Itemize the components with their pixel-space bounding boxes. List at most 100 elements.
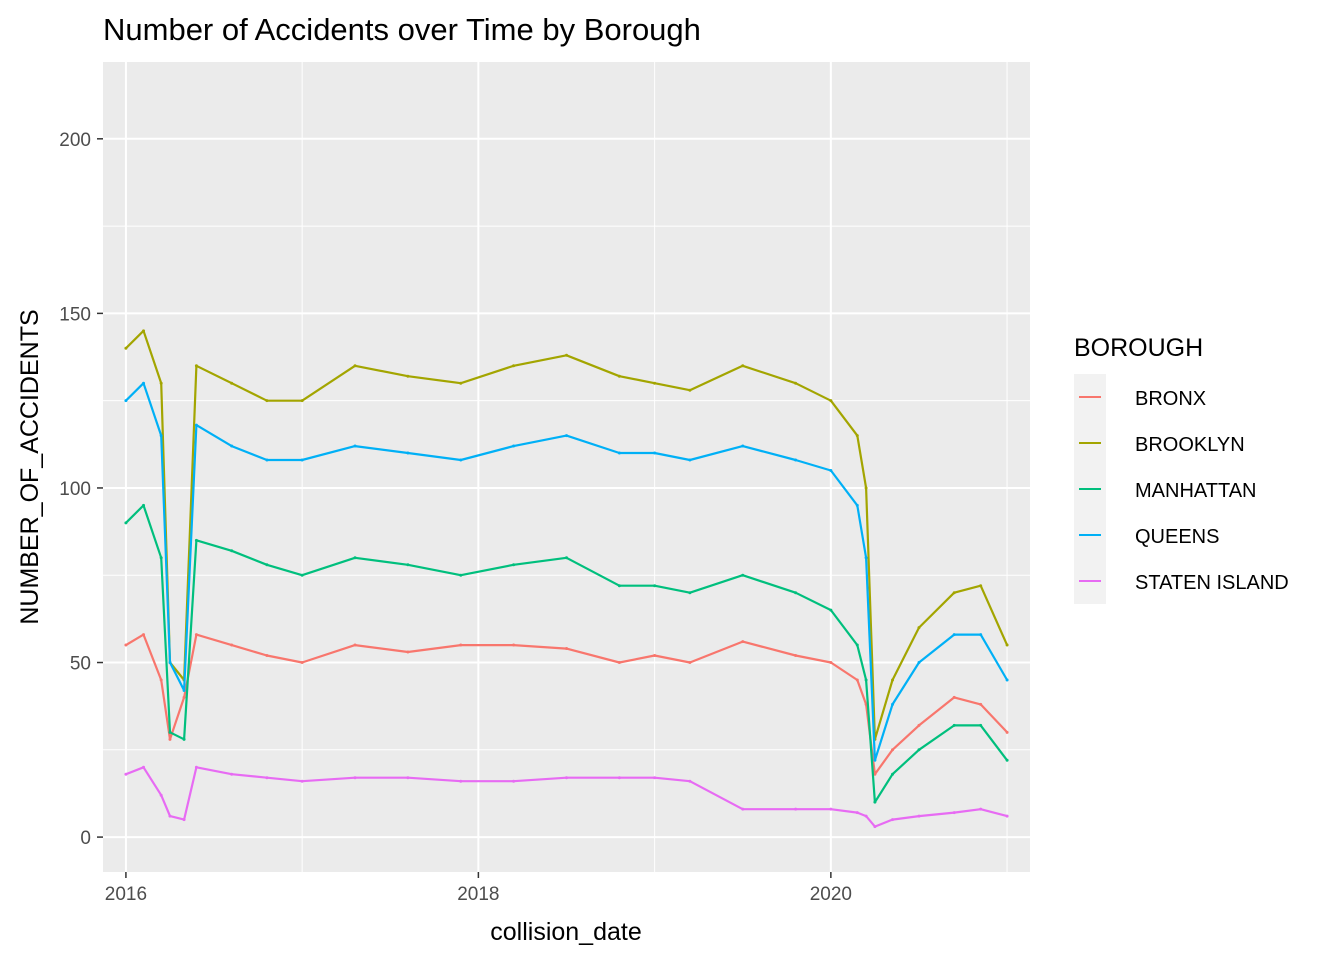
data-point-bronx (230, 643, 234, 647)
data-point-manhattan (459, 573, 463, 577)
chart-title: Number of Accidents over Time by Borough (103, 12, 701, 47)
data-point-bronx (512, 643, 516, 647)
series-line-brooklyn (125, 329, 1009, 741)
data-point-bronx (142, 633, 146, 637)
data-point-bronx (917, 723, 921, 727)
data-point-brooklyn (353, 364, 357, 368)
data-point-manhattan (1005, 758, 1009, 762)
data-point-queens (794, 458, 798, 462)
data-point-staten-island (855, 811, 859, 815)
data-point-brooklyn (794, 381, 798, 385)
data-point-staten-island (512, 779, 516, 783)
data-point-brooklyn (741, 364, 745, 368)
data-point-bronx (182, 695, 186, 699)
y-tick-label: 150 (59, 304, 91, 325)
data-point-staten-island (917, 814, 921, 818)
y-tick-label: 0 (80, 828, 91, 849)
data-point-bronx (168, 737, 172, 741)
data-point-brooklyn (406, 374, 410, 378)
data-point-manhattan (142, 503, 146, 507)
series-line-bronx (125, 633, 1008, 776)
data-point-queens (459, 458, 463, 462)
data-point-queens (891, 702, 895, 706)
data-point-staten-island (168, 814, 172, 818)
data-point-queens (182, 688, 186, 692)
data-point-staten-island (873, 825, 877, 829)
y-tick-label: 50 (70, 654, 91, 675)
data-point-queens (952, 633, 956, 637)
x-tick-label: 2020 (810, 884, 852, 905)
minor-gridlines (103, 62, 1030, 872)
data-point-brooklyn (617, 374, 621, 378)
data-point-manhattan (168, 730, 172, 734)
data-point-manhattan (265, 563, 269, 567)
data-point-bronx (406, 650, 410, 654)
data-point-brooklyn (300, 399, 304, 403)
legend-label-manhattan: MANHATTAN (1135, 480, 1256, 502)
data-point-staten-island (182, 818, 186, 822)
data-point-queens (829, 468, 833, 472)
data-point-queens (194, 423, 198, 427)
series-line-manhattan (125, 504, 1008, 804)
legend-label-brooklyn: BROOKLYN (1135, 434, 1245, 456)
x-axis-title: collision_date (490, 918, 642, 946)
legend-items: BRONX BROOKLYN MANHATTAN QUEENS STATEN ISLAN… (1079, 388, 1289, 594)
legend: BOROUGH BRONX BROOKLYN MANHATTAN QUEENS STAT… (1074, 334, 1289, 604)
data-point-staten-island (617, 776, 621, 780)
data-point-manhattan (159, 556, 163, 560)
data-point-staten-island (688, 779, 692, 783)
data-point-queens (159, 434, 163, 438)
data-point-manhattan (353, 556, 357, 560)
data-point-manhattan (124, 521, 128, 525)
data-point-staten-island (159, 793, 163, 797)
data-point-brooklyn (917, 626, 921, 630)
data-point-staten-island (864, 814, 868, 818)
data-point-brooklyn (459, 381, 463, 385)
data-point-staten-island (406, 776, 410, 780)
data-point-manhattan (855, 643, 859, 647)
data-point-bronx (653, 654, 657, 658)
data-point-bronx (794, 654, 798, 658)
data-point-bronx (873, 772, 877, 776)
data-point-brooklyn (979, 584, 983, 588)
y-tick-label: 100 (59, 479, 91, 500)
data-point-staten-island (300, 779, 304, 783)
data-point-brooklyn (142, 329, 146, 333)
data-point-brooklyn (124, 346, 128, 350)
data-point-staten-island (1005, 814, 1009, 818)
data-point-staten-island (265, 776, 269, 780)
axis-ticks (97, 138, 832, 878)
data-point-staten-island (891, 818, 895, 822)
data-point-queens (917, 661, 921, 665)
data-point-brooklyn (864, 486, 868, 490)
data-point-manhattan (230, 549, 234, 553)
data-point-queens (512, 444, 516, 448)
data-point-manhattan (565, 556, 568, 560)
data-point-brooklyn (194, 364, 198, 368)
data-point-bronx (855, 678, 859, 682)
data-point-staten-island (124, 772, 128, 776)
data-point-manhattan (182, 737, 186, 741)
data-point-queens (864, 556, 868, 560)
legend-label-bronx: BRONX (1135, 388, 1206, 410)
data-point-manhattan (794, 591, 798, 595)
data-point-queens (873, 758, 877, 762)
data-point-queens (741, 444, 745, 448)
data-point-bronx (688, 661, 692, 665)
data-point-manhattan (512, 563, 516, 567)
data-point-staten-island (194, 765, 198, 769)
data-point-bronx (124, 643, 128, 647)
data-point-queens (300, 458, 304, 462)
data-point-queens (265, 458, 269, 462)
major-gridlines (103, 62, 1030, 872)
data-point-staten-island (952, 811, 956, 815)
data-point-queens (168, 661, 172, 665)
data-point-queens (124, 399, 128, 403)
data-point-queens (653, 451, 657, 455)
data-point-brooklyn (512, 364, 516, 368)
y-tick-label: 200 (59, 130, 91, 151)
data-point-bronx (300, 661, 304, 665)
data-point-staten-island (565, 776, 568, 780)
data-point-manhattan (891, 772, 895, 776)
y-axis-title: NUMBER_OF_ACCIDENTS (16, 309, 44, 624)
